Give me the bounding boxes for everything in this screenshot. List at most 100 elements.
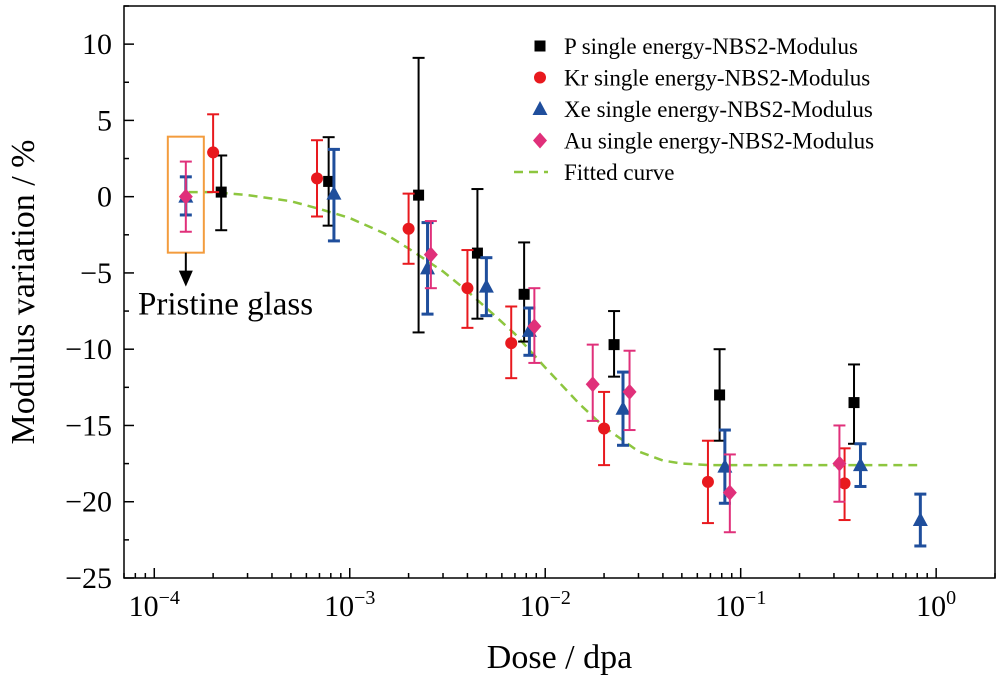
x-tick-label-1: 10−3 — [324, 587, 375, 623]
legend-swatch-kr-shape — [534, 71, 546, 84]
p-point-6 — [714, 389, 726, 401]
legend-swatch-au-shape — [533, 132, 547, 149]
p-point-4 — [518, 288, 530, 300]
xe-point-4-shape — [521, 322, 537, 337]
xe-point-3 — [478, 278, 494, 293]
data-points-layer — [178, 56, 928, 548]
kr-point-3 — [461, 282, 474, 295]
legend-label-fitted: Fitted curve — [564, 160, 675, 185]
au-point-1 — [423, 246, 438, 263]
pristine-annotation: Pristine glass — [138, 135, 313, 323]
legend-swatch-xe — [532, 101, 548, 115]
kr-point-5-shape — [598, 422, 611, 435]
series-au — [178, 160, 847, 534]
y-tick-label-3: −5 — [80, 257, 112, 290]
pristine-arrow-head — [178, 270, 193, 287]
legend-swatch-xe-shape — [532, 101, 548, 115]
p-point-2 — [413, 189, 425, 201]
kr-point-1-shape — [311, 172, 324, 185]
p-point-1-shape — [323, 175, 335, 187]
fitted-curve-layer — [188, 190, 918, 467]
plot-frame — [123, 5, 996, 579]
au-point-4-shape — [622, 383, 637, 400]
x-axis-label: Dose / dpa — [487, 639, 632, 675]
au-point-4 — [622, 383, 637, 400]
au-point-5-shape — [722, 484, 737, 501]
y-axis-ticks: 10 5 0 −5 −10 −15 −20 −25 — [65, 5, 134, 595]
xe-point-6 — [717, 458, 733, 473]
xe-point-1 — [326, 185, 342, 200]
legend-swatch-au — [533, 132, 547, 149]
au-point-0-shape — [178, 188, 193, 205]
pristine-glass-label: Pristine glass — [138, 287, 313, 323]
y-tick-label-0: 10 — [82, 28, 112, 61]
kr-point-5 — [598, 422, 611, 435]
legend-label-xe: Xe single energy-NBS2-Modulus — [564, 97, 873, 122]
kr-point-0-shape — [207, 146, 220, 159]
xe-point-8 — [912, 512, 928, 527]
au-point-3 — [585, 376, 600, 393]
xe-point-7 — [852, 457, 868, 472]
xe-point-8-shape — [912, 512, 928, 527]
fitted-curve-line — [188, 190, 918, 467]
p-point-5 — [608, 339, 620, 351]
kr-point-0 — [207, 146, 220, 159]
xe-point-5-shape — [615, 400, 631, 415]
xe-point-1-shape — [326, 185, 342, 200]
legend-label-p: P single energy-NBS2-Modulus — [564, 34, 858, 59]
legend-label-au: Au single energy-NBS2-Modulus — [564, 129, 874, 154]
legend-swatch-p-shape — [534, 40, 546, 52]
p-point-4-shape — [518, 288, 530, 300]
legend-item-p: P single energy-NBS2-Modulus — [534, 34, 858, 59]
kr-point-2-shape — [402, 222, 415, 235]
y-tick-label-2: 0 — [97, 181, 112, 214]
kr-point-7-shape — [838, 477, 851, 490]
p-point-0-shape — [215, 186, 227, 198]
kr-point-2 — [402, 222, 415, 235]
x-axis-ticks: 10−4 10−3 10−2 10−1 100 — [123, 568, 996, 623]
kr-point-7 — [838, 477, 851, 490]
p-point-7 — [848, 397, 860, 409]
au-point-5 — [722, 484, 737, 501]
p-point-3-shape — [471, 247, 483, 259]
series-xe — [178, 147, 928, 548]
p-point-2-shape — [413, 189, 425, 201]
p-point-7-shape — [848, 397, 860, 409]
xe-point-2 — [420, 260, 436, 275]
xe-point-6-shape — [717, 458, 733, 473]
xe-point-7-shape — [852, 457, 868, 472]
axes-frame — [123, 5, 996, 579]
p-point-0 — [215, 186, 227, 198]
au-point-6 — [832, 455, 847, 472]
y-tick-label-7: −25 — [65, 562, 112, 595]
au-point-6-shape — [832, 455, 847, 472]
legend-label-kr: Kr single energy-NBS2-Modulus — [564, 66, 870, 91]
x-tick-label-0: 10−4 — [129, 587, 180, 623]
kr-point-6-shape — [701, 475, 714, 488]
au-point-2-shape — [527, 318, 542, 335]
kr-point-1 — [311, 172, 324, 185]
y-tick-label-1: 5 — [97, 104, 112, 137]
series-kr — [207, 113, 851, 525]
xe-point-5 — [615, 400, 631, 415]
y-axis-label: Modulus variation / % — [5, 139, 42, 444]
kr-point-6 — [701, 475, 714, 488]
xe-point-3-shape — [478, 278, 494, 293]
y-tick-label-6: −20 — [65, 486, 112, 519]
y-tick-label-4: −10 — [65, 333, 112, 366]
xe-point-4 — [521, 322, 537, 337]
au-point-0 — [178, 188, 193, 205]
au-point-3-shape — [585, 376, 600, 393]
xe-point-2-shape — [420, 260, 436, 275]
legend-item-au: Au single energy-NBS2-Modulus — [533, 129, 874, 154]
legend: P single energy-NBS2-Modulus Kr single en… — [514, 34, 874, 185]
x-tick-label-2: 10−2 — [520, 587, 571, 623]
p-point-3 — [471, 247, 483, 259]
legend-swatch-kr — [534, 71, 546, 84]
x-tick-label-4: 100 — [916, 587, 956, 623]
legend-swatch-p — [534, 40, 546, 52]
p-point-5-shape — [608, 339, 620, 351]
legend-item-kr: Kr single energy-NBS2-Modulus — [534, 66, 870, 91]
legend-item-fitted: Fitted curve — [514, 160, 675, 185]
